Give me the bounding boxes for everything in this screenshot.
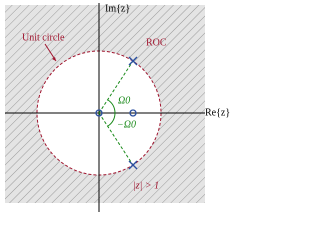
angle-label: Ω0 [118, 95, 130, 106]
region-label: |z| > 1 [133, 180, 159, 191]
pole-line [98, 112, 134, 166]
pole-line [98, 60, 134, 114]
unit-circle-label: Unit circle [22, 32, 65, 43]
z-plane-diagram: Im{z} Re{z} Unit circle ROC Ω0 −Ω0 |z| >… [5, 3, 230, 212]
pole [128, 160, 138, 170]
zero [129, 109, 137, 117]
pole [128, 56, 138, 66]
angle-label: −Ω0 [117, 119, 136, 130]
zero [95, 109, 103, 117]
angle-arc [107, 112, 116, 127]
imaginary-axis-label: Im{z} [105, 3, 130, 14]
arrow-head [52, 57, 56, 61]
roc-label: ROC [146, 37, 167, 48]
angle-arc [107, 99, 116, 114]
real-axis-label: Re{z} [205, 107, 230, 118]
